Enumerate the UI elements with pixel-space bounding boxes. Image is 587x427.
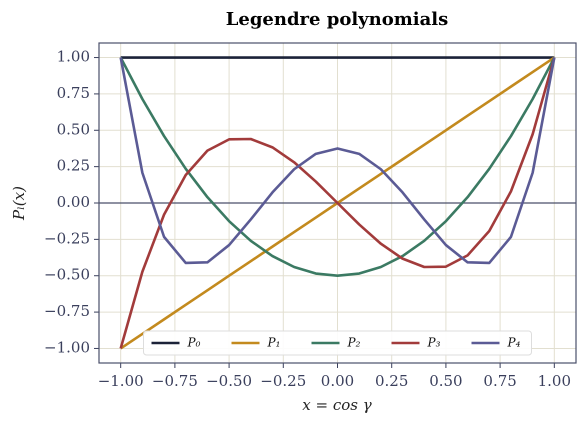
y-axis-label: Pₗ(x) [10,186,28,221]
y-tick-label: −0.25 [44,229,90,247]
y-tick-label: 0.25 [57,157,90,175]
legend-label: P₃ [427,336,441,350]
x-tick-label: 0.00 [321,372,354,390]
legend-label: P₄ [507,336,521,350]
legend-label: P₀ [187,336,201,350]
x-tick-label: −1.00 [98,372,144,390]
series-line [119,57,556,265]
y-tick-label: 0.50 [57,120,90,138]
y-tick-label: −0.75 [44,302,90,320]
x-tick-label: 0.75 [483,372,516,390]
chart-title: Legendre polynomials [226,9,449,30]
legend-label: P₂ [347,336,361,350]
y-tick-label: 0.75 [57,84,90,102]
x-tick-label: −0.75 [152,372,198,390]
y-tick-label: −1.00 [44,338,90,356]
x-tick-label: 0.50 [429,372,462,390]
y-tick-label: 0.00 [57,193,90,211]
x-tick-label: −0.50 [206,372,252,390]
x-tick-label: 0.25 [375,372,408,390]
x-axis-label: x = cos γ [302,396,371,414]
legend: P₀ P₁ P₂ P₃ P₄ [143,330,532,356]
x-tick-label: −0.25 [260,372,306,390]
y-tick-label: −0.50 [44,266,90,284]
series-line [119,56,556,278]
plot-frame [98,42,577,364]
y-tick-label: 1.00 [57,48,90,66]
x-tick-label: 1.00 [538,372,571,390]
legend-label: P₁ [267,336,281,350]
series-line [119,57,556,349]
